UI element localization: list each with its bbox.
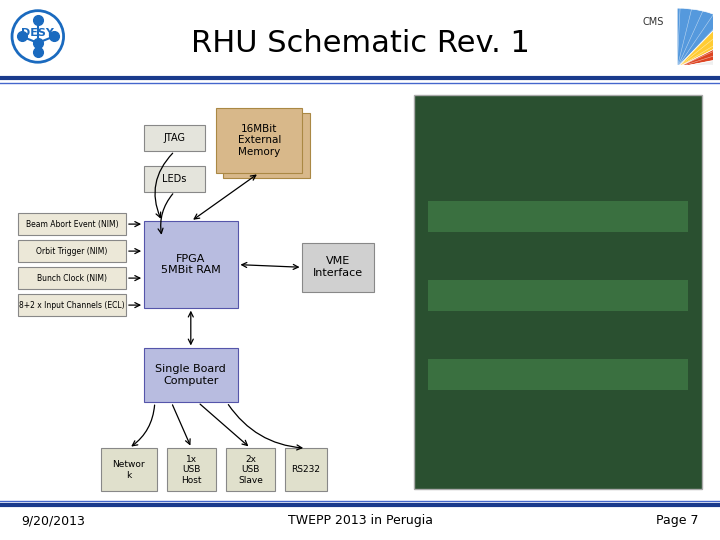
Text: FPGA
5MBit RAM: FPGA 5MBit RAM bbox=[161, 254, 220, 275]
FancyBboxPatch shape bbox=[144, 166, 205, 192]
Text: Orbit Trigger (NIM): Orbit Trigger (NIM) bbox=[36, 247, 108, 255]
FancyBboxPatch shape bbox=[285, 448, 327, 491]
Text: RS232: RS232 bbox=[292, 465, 320, 474]
Text: 16MBit
External
Memory: 16MBit External Memory bbox=[238, 124, 281, 157]
Text: CMS: CMS bbox=[643, 17, 664, 26]
Text: 1x
USB
Host: 1x USB Host bbox=[181, 455, 202, 485]
Text: 2x
USB
Slave: 2x USB Slave bbox=[238, 455, 263, 485]
FancyBboxPatch shape bbox=[226, 448, 275, 491]
FancyBboxPatch shape bbox=[144, 221, 238, 308]
Text: LEDs: LEDs bbox=[163, 174, 186, 184]
Wedge shape bbox=[677, 33, 720, 68]
Text: RHU Schematic Rev. 1: RHU Schematic Rev. 1 bbox=[191, 29, 529, 58]
FancyBboxPatch shape bbox=[428, 359, 688, 390]
FancyBboxPatch shape bbox=[216, 108, 302, 173]
FancyBboxPatch shape bbox=[223, 113, 310, 178]
FancyBboxPatch shape bbox=[428, 201, 688, 232]
FancyBboxPatch shape bbox=[144, 125, 205, 151]
Wedge shape bbox=[677, 19, 720, 68]
FancyBboxPatch shape bbox=[144, 348, 238, 402]
FancyBboxPatch shape bbox=[18, 294, 126, 316]
FancyBboxPatch shape bbox=[167, 448, 216, 491]
Text: 8+2 x Input Channels (ECL): 8+2 x Input Channels (ECL) bbox=[19, 301, 125, 309]
Text: Bunch Clock (NIM): Bunch Clock (NIM) bbox=[37, 274, 107, 282]
Text: JTAG: JTAG bbox=[163, 133, 186, 143]
Text: DESY: DESY bbox=[22, 28, 54, 38]
FancyBboxPatch shape bbox=[18, 267, 126, 289]
Text: 9/20/2013: 9/20/2013 bbox=[22, 514, 86, 527]
FancyBboxPatch shape bbox=[18, 240, 126, 262]
Text: Networ
k: Networ k bbox=[112, 460, 145, 480]
FancyBboxPatch shape bbox=[18, 213, 126, 235]
Text: VME
Interface: VME Interface bbox=[313, 256, 364, 278]
FancyBboxPatch shape bbox=[428, 280, 688, 311]
Text: Page 7: Page 7 bbox=[656, 514, 698, 527]
FancyBboxPatch shape bbox=[414, 94, 702, 489]
FancyBboxPatch shape bbox=[101, 448, 157, 491]
Wedge shape bbox=[677, 52, 720, 68]
Text: TWEPP 2013 in Perugia: TWEPP 2013 in Perugia bbox=[287, 514, 433, 527]
Text: Single Board
Computer: Single Board Computer bbox=[156, 364, 226, 386]
Text: Beam Abort Event (NIM): Beam Abort Event (NIM) bbox=[26, 220, 118, 228]
Wedge shape bbox=[677, 8, 720, 68]
FancyBboxPatch shape bbox=[302, 243, 374, 292]
